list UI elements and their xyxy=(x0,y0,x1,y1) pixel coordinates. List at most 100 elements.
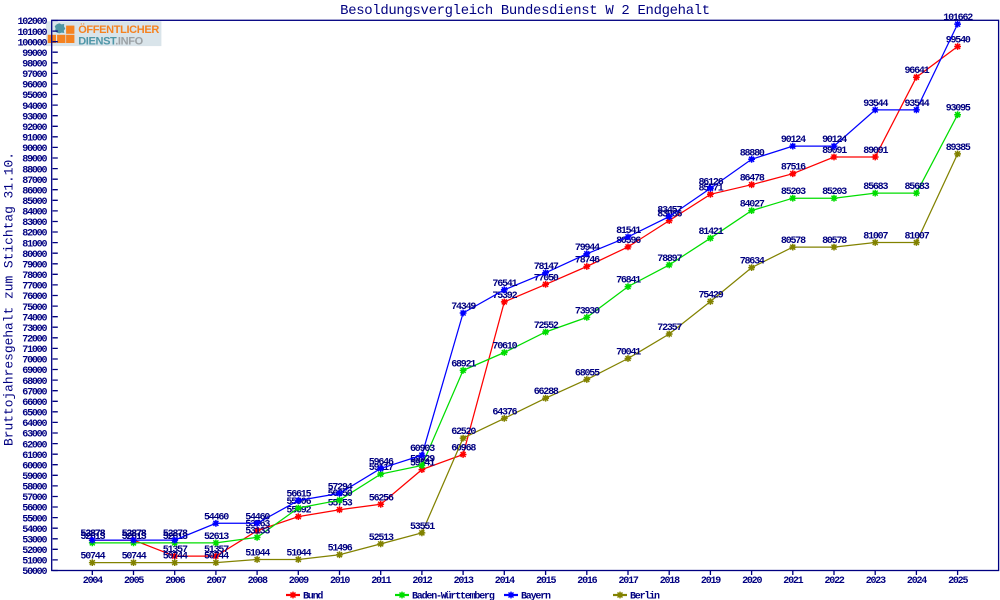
svg-text:2005: 2005 xyxy=(124,576,144,587)
svg-text:78746: 78746 xyxy=(575,256,600,267)
svg-text:ÖFFENTLICHER: ÖFFENTLICHER xyxy=(78,23,159,36)
svg-text:87000: 87000 xyxy=(22,176,47,187)
svg-text:93000: 93000 xyxy=(22,112,47,123)
svg-text:70041: 70041 xyxy=(616,348,641,359)
svg-text:93095: 93095 xyxy=(946,104,971,115)
svg-text:67000: 67000 xyxy=(22,387,47,398)
svg-text:50744: 50744 xyxy=(163,552,188,563)
svg-text:52878: 52878 xyxy=(163,529,188,540)
svg-text:2017: 2017 xyxy=(618,576,638,587)
svg-text:76000: 76000 xyxy=(22,292,47,303)
svg-text:72357: 72357 xyxy=(657,323,682,334)
svg-text:52613: 52613 xyxy=(80,532,105,543)
svg-text:60968: 60968 xyxy=(451,444,476,455)
svg-text:79000: 79000 xyxy=(22,261,47,272)
svg-text:81007: 81007 xyxy=(904,232,929,243)
svg-text:2016: 2016 xyxy=(577,576,597,587)
svg-text:52513: 52513 xyxy=(369,533,394,544)
svg-text:75429: 75429 xyxy=(698,291,723,302)
svg-text:52878: 52878 xyxy=(80,529,105,540)
svg-text:2018: 2018 xyxy=(660,576,680,587)
svg-text:57294: 57294 xyxy=(328,482,353,493)
svg-text:60000: 60000 xyxy=(22,461,47,472)
svg-text:51357: 51357 xyxy=(204,545,229,556)
svg-text:70000: 70000 xyxy=(22,356,47,367)
svg-text:73930: 73930 xyxy=(575,306,600,317)
svg-text:85203: 85203 xyxy=(822,187,847,198)
svg-text:2014: 2014 xyxy=(495,576,515,587)
svg-text:101662: 101662 xyxy=(943,13,973,24)
svg-text:86478: 86478 xyxy=(740,174,765,185)
svg-text:52878: 52878 xyxy=(80,529,105,540)
svg-text:77000: 77000 xyxy=(22,282,47,293)
svg-text:Bayern: Bayern xyxy=(521,592,551,600)
svg-text:2020: 2020 xyxy=(742,576,762,587)
svg-text:87516: 87516 xyxy=(781,163,806,174)
svg-text:2010: 2010 xyxy=(330,576,350,587)
svg-text:85683: 85683 xyxy=(863,182,888,193)
svg-text:2015: 2015 xyxy=(536,576,556,587)
svg-text:Bund: Bund xyxy=(303,591,323,600)
svg-text:2021: 2021 xyxy=(783,576,803,587)
svg-text:2024: 2024 xyxy=(907,576,927,587)
svg-text:80596: 80596 xyxy=(616,236,641,247)
svg-text:80578: 80578 xyxy=(822,236,847,247)
svg-text:76541: 76541 xyxy=(492,279,517,290)
svg-text:65000: 65000 xyxy=(22,409,47,420)
svg-text:78897: 78897 xyxy=(657,254,682,265)
svg-text:97000: 97000 xyxy=(22,70,47,81)
svg-text:55092: 55092 xyxy=(286,506,311,517)
svg-text:54460: 54460 xyxy=(245,512,270,523)
svg-text:62520: 62520 xyxy=(451,427,476,438)
svg-text:85203: 85203 xyxy=(781,187,806,198)
svg-text:101000: 101000 xyxy=(17,28,47,39)
svg-text:100000: 100000 xyxy=(17,38,47,49)
svg-text:70610: 70610 xyxy=(492,342,517,353)
svg-text:51044: 51044 xyxy=(245,549,270,560)
svg-text:89091: 89091 xyxy=(822,146,847,157)
svg-text:58000: 58000 xyxy=(22,483,47,494)
svg-text:56256: 56256 xyxy=(369,493,394,504)
svg-text:84000: 84000 xyxy=(22,208,47,219)
svg-text:52613: 52613 xyxy=(204,532,229,543)
svg-text:102000: 102000 xyxy=(17,17,47,28)
svg-text:98000: 98000 xyxy=(22,60,47,71)
svg-text:93544: 93544 xyxy=(904,99,929,110)
svg-text:2013: 2013 xyxy=(454,576,474,587)
svg-text:53551: 53551 xyxy=(410,522,435,533)
svg-text:77050: 77050 xyxy=(534,273,559,284)
svg-text:50744: 50744 xyxy=(204,552,229,563)
svg-text:88000: 88000 xyxy=(22,165,47,176)
svg-text:85000: 85000 xyxy=(22,197,47,208)
svg-text:50744: 50744 xyxy=(122,552,147,563)
svg-text:68921: 68921 xyxy=(451,359,476,370)
svg-text:96000: 96000 xyxy=(22,81,47,92)
svg-text:93544: 93544 xyxy=(863,99,888,110)
svg-text:89000: 89000 xyxy=(22,155,47,166)
svg-text:51496: 51496 xyxy=(328,544,353,555)
svg-text:50744: 50744 xyxy=(80,552,105,563)
svg-text:90000: 90000 xyxy=(22,144,47,155)
svg-text:53133: 53133 xyxy=(245,526,270,537)
svg-text:55000: 55000 xyxy=(22,514,47,525)
svg-text:90124: 90124 xyxy=(822,135,847,146)
svg-text:64000: 64000 xyxy=(22,419,47,430)
svg-text:Baden-Württemberg: Baden-Württemberg xyxy=(412,591,495,600)
svg-text:55753: 55753 xyxy=(328,499,353,510)
svg-text:66000: 66000 xyxy=(22,398,47,409)
svg-text:81007: 81007 xyxy=(863,232,888,243)
svg-text:56615: 56615 xyxy=(286,490,311,501)
svg-text:50000: 50000 xyxy=(22,567,47,578)
svg-text:2012: 2012 xyxy=(412,576,432,587)
svg-text:2007: 2007 xyxy=(206,576,226,587)
svg-text:75000: 75000 xyxy=(22,303,47,314)
svg-text:72000: 72000 xyxy=(22,335,47,346)
svg-text:76841: 76841 xyxy=(616,276,641,287)
svg-text:51044: 51044 xyxy=(286,549,311,560)
svg-text:74349: 74349 xyxy=(451,302,476,313)
svg-text:78000: 78000 xyxy=(22,271,47,282)
svg-text:90124: 90124 xyxy=(781,135,806,146)
svg-text:69000: 69000 xyxy=(22,366,47,377)
svg-text:89385: 89385 xyxy=(946,143,971,154)
svg-text:52878: 52878 xyxy=(122,529,147,540)
